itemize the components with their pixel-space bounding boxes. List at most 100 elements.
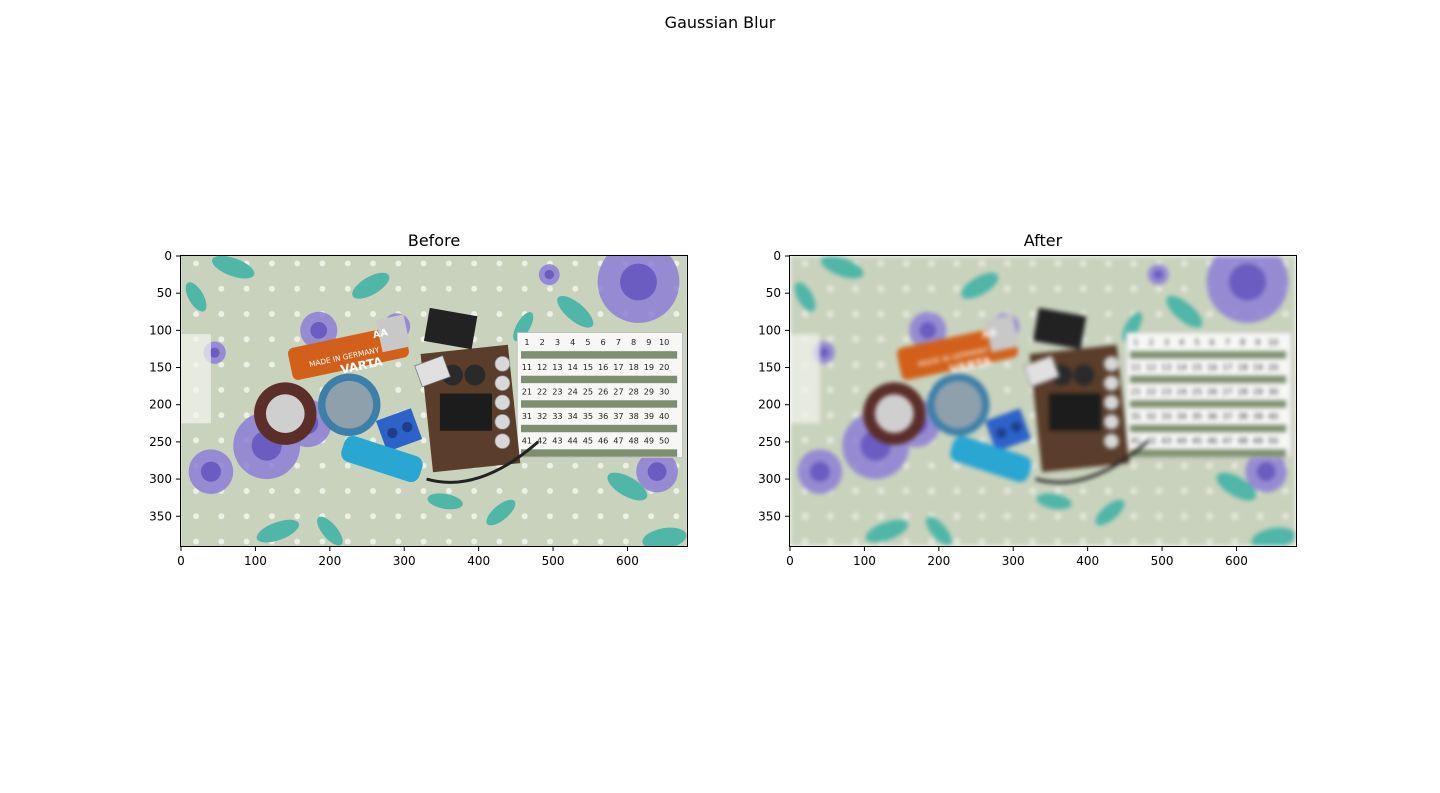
card-stripe [1130,351,1287,359]
card-number: 3 [555,337,560,347]
card-number: 32 [537,411,547,421]
x-tick-label: 300 [1002,554,1025,568]
polka-dot [1029,513,1036,520]
polka-dot [547,538,553,545]
polka-dot [903,513,910,520]
flower-center [1229,263,1266,301]
polka-dot [344,538,351,545]
card-number: 41 [1131,435,1141,445]
polka-dot [953,462,960,469]
polka-dot [953,488,960,494]
polka-dot [496,538,503,545]
small-capacitor [494,433,511,449]
polka-dot [193,488,200,494]
card-number: 6 [1210,337,1215,347]
leaf [185,282,207,312]
polka-dot [243,538,250,545]
y-tick-label: 100 [758,323,781,337]
polka-dot [243,488,250,494]
polka-dot [268,285,275,292]
polka-dot [673,488,680,494]
polka-dot [294,513,301,520]
card-stripe [521,400,678,408]
polka-dot [294,488,301,494]
polka-dot [877,361,884,368]
card-number: 44 [1176,435,1186,445]
card-number: 20 [659,362,669,372]
small-capacitor [494,356,511,372]
card-number: 48 [628,435,638,445]
polka-dot [979,260,985,267]
card-number: 11 [522,362,532,372]
battery-size: AA [981,327,998,341]
card-number: 49 [644,435,654,445]
polka-dot [294,311,301,317]
leaf [212,256,255,279]
polka-dot [572,462,579,469]
card-number: 12 [537,362,547,372]
card-number: 23 [552,386,562,396]
card-number: 4 [570,337,575,347]
small-capacitor [1103,414,1120,430]
card-number: 47 [1222,435,1232,445]
polka-dot [218,361,225,368]
polka-dot [827,538,834,545]
pcb-chip [439,393,492,431]
polka-dot [1257,513,1264,520]
polka-dot [928,285,935,292]
polka-dot [1080,260,1087,267]
polka-dot [395,538,402,545]
polka-dot [294,260,301,267]
card-number: 30 [659,386,669,396]
polka-dot [1105,285,1112,292]
card-number: 43 [1161,435,1171,445]
card-number: 21 [522,386,532,396]
polka-dot [1080,513,1087,520]
card-number: 2 [540,337,545,347]
polka-dot [1206,538,1213,545]
polka-dot [597,513,604,520]
polka-dot [903,488,910,494]
x-tick-label: 100 [244,554,267,568]
flower-center [1153,269,1163,280]
polka-dot [597,488,604,494]
card-number: 8 [1240,337,1245,347]
polka-dot [268,260,275,267]
capacitor-top [265,394,305,433]
polka-dot [903,311,910,317]
polka-dot [877,260,884,267]
polka-dot [1029,538,1036,545]
polka-dot [928,260,935,267]
x-tick-label: 200 [318,554,341,568]
terminal-screw [996,427,1007,439]
polka-dot [572,285,579,292]
polka-dot [395,386,402,393]
leaf [821,256,864,279]
y-tick-label: 50 [766,286,781,300]
polka-dot [521,513,528,520]
polka-dot [827,386,834,393]
card-number: 38 [628,411,638,421]
polka-dot [648,513,655,520]
polka-dot [420,488,427,494]
polka-dot [193,260,200,267]
inductor [464,364,486,386]
polka-dot [193,538,200,545]
polka-dot [903,538,910,545]
polka-dot [802,311,809,317]
polka-dot [827,513,834,520]
polka-dot [218,412,225,419]
polka-dot [496,311,503,317]
y-tick-label: 200 [149,398,172,412]
capacitor-top [874,394,914,433]
card-number: 44 [567,435,577,445]
flower-center [809,461,830,482]
polka-dot [420,437,427,444]
figure-title: Gaussian Blur [664,13,776,32]
polka-dot [344,513,351,520]
polka-dot [572,260,579,267]
flower-center [1256,462,1276,482]
polka-dot [1004,513,1011,520]
polka-dot [1130,513,1137,520]
